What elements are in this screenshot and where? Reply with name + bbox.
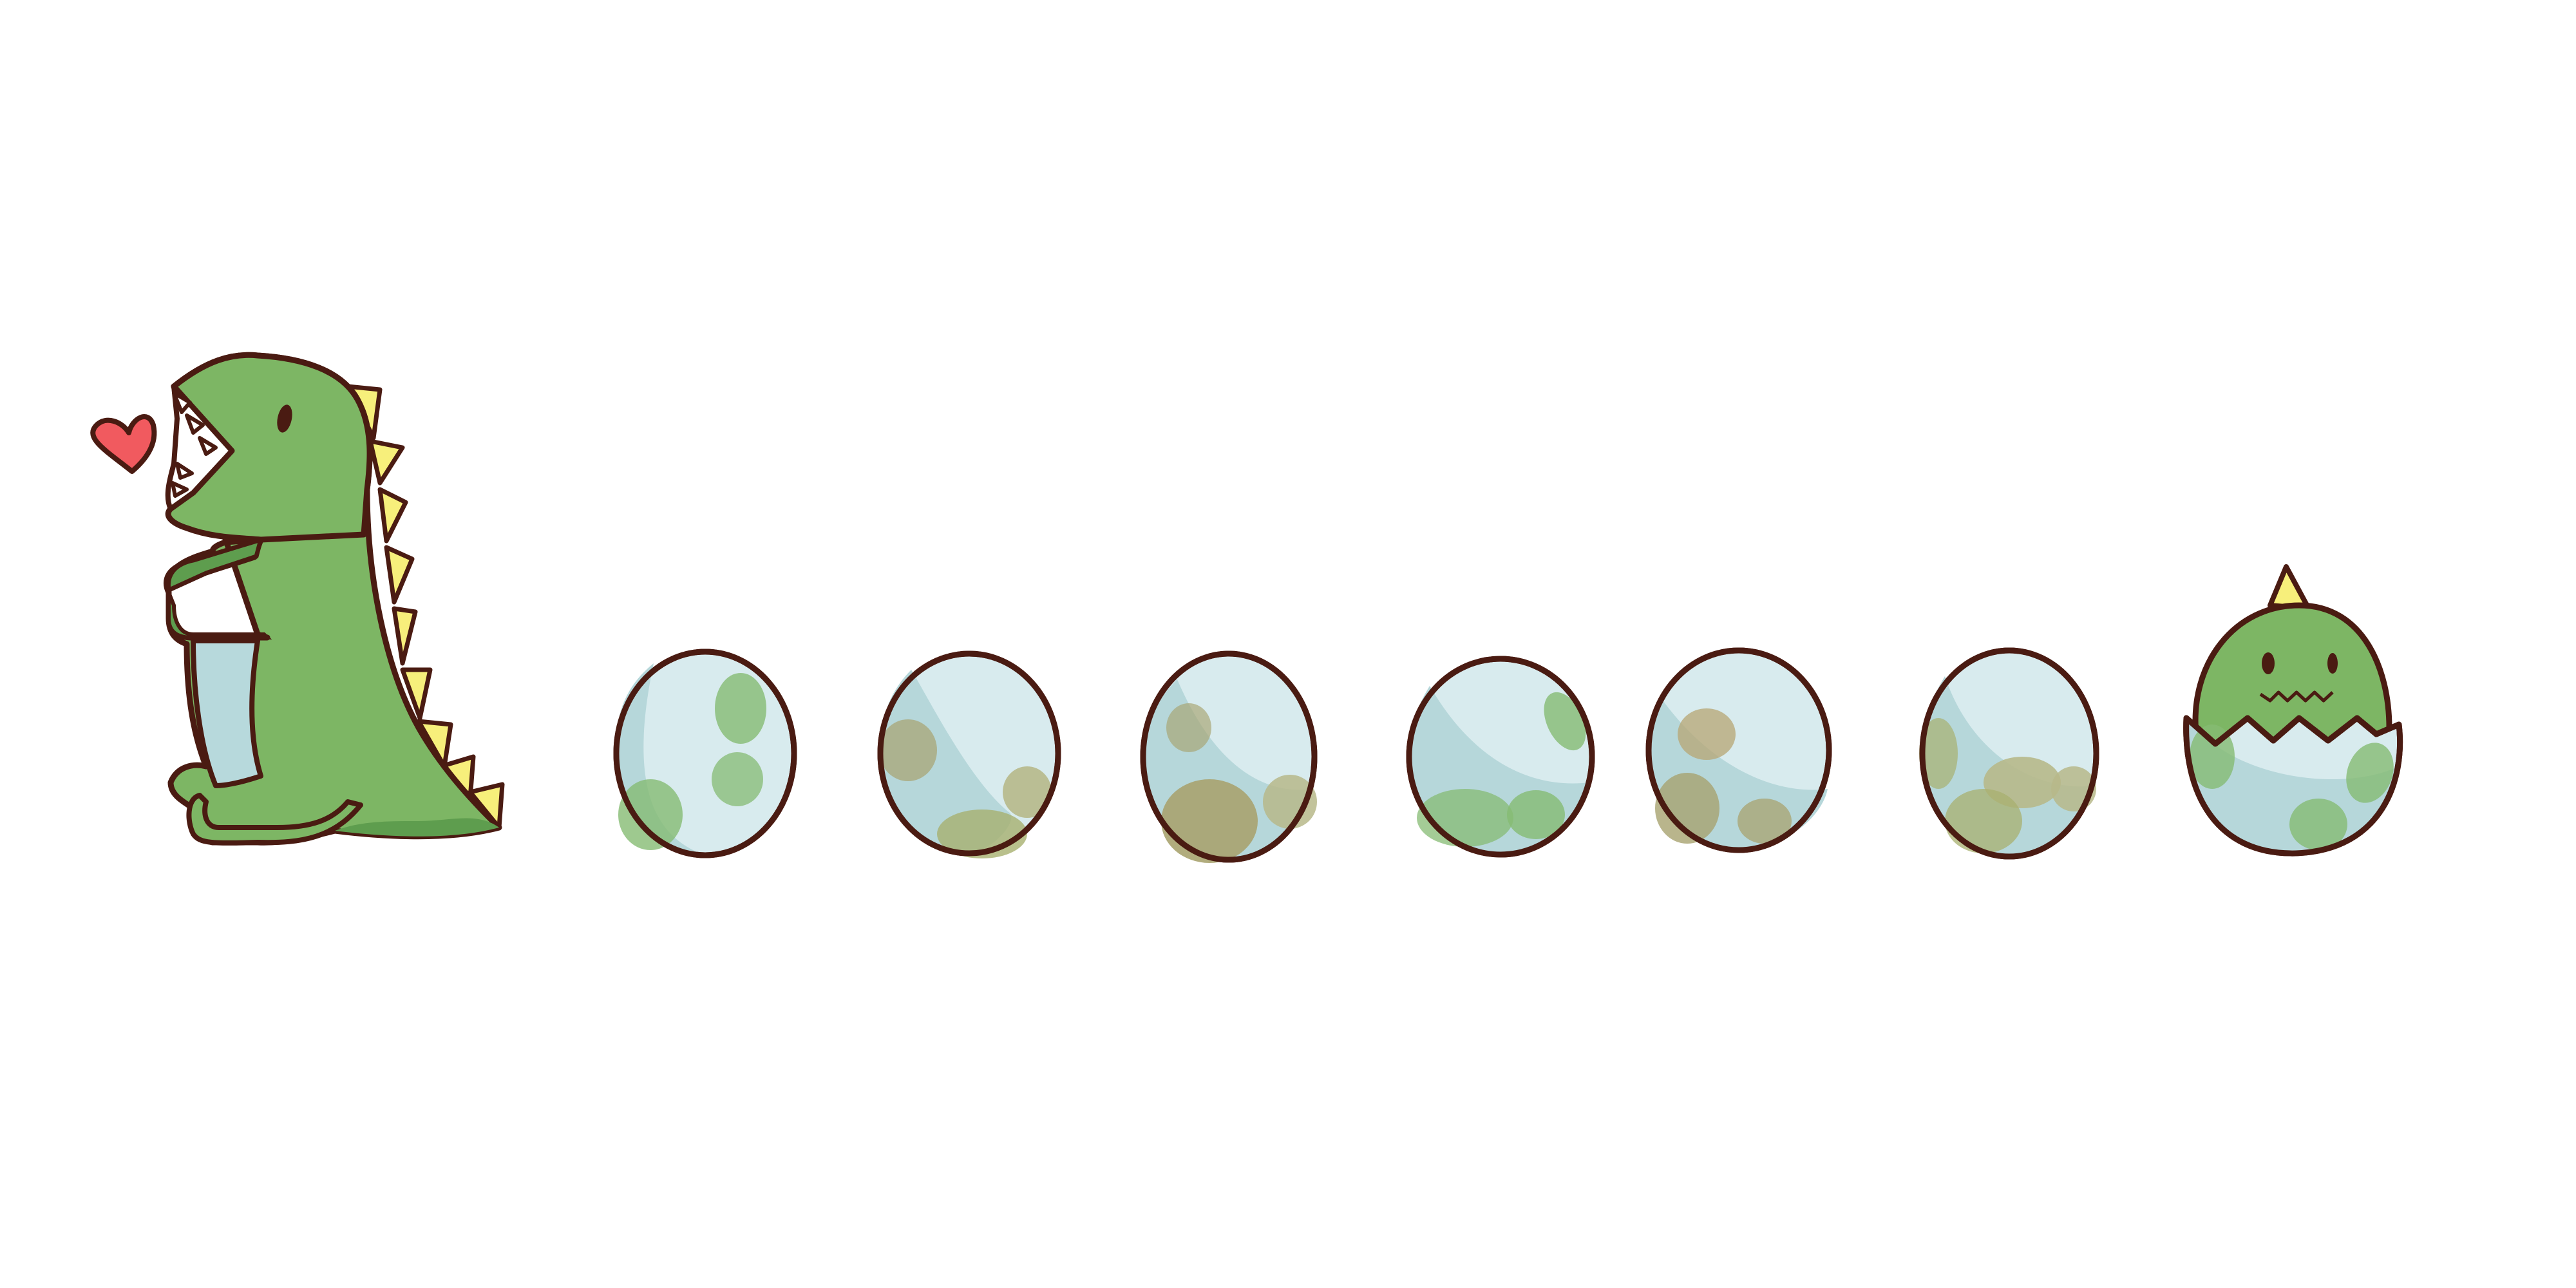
baby-egg-spot xyxy=(2346,743,2394,803)
baby-egg-spot xyxy=(2289,799,2347,850)
dinosaur-arm-lower xyxy=(167,591,272,639)
dinosaur-teeth xyxy=(171,391,218,498)
dinosaur-arm xyxy=(166,537,263,592)
baby-mouth xyxy=(2259,690,2334,703)
egg xyxy=(1645,647,1832,853)
heart-icon xyxy=(90,414,157,474)
egg xyxy=(877,650,1061,858)
egg xyxy=(613,649,797,858)
dinosaur-foot xyxy=(186,793,363,846)
baby-eye-left xyxy=(2262,652,2275,674)
egg xyxy=(1919,647,2099,860)
dinosaur-eye xyxy=(277,404,292,433)
baby-eye-right xyxy=(2327,653,2338,674)
egg xyxy=(1140,650,1318,863)
baby-head xyxy=(2192,602,2392,757)
hatching-baby-dinosaur xyxy=(2183,564,2403,857)
dinosaur-belly xyxy=(191,638,263,788)
dinosaur-head xyxy=(165,352,373,543)
egg xyxy=(1406,656,1595,858)
dinosaur-tail-shadow xyxy=(335,818,499,837)
back-spikes xyxy=(345,384,505,830)
mother-dinosaur xyxy=(164,352,505,846)
